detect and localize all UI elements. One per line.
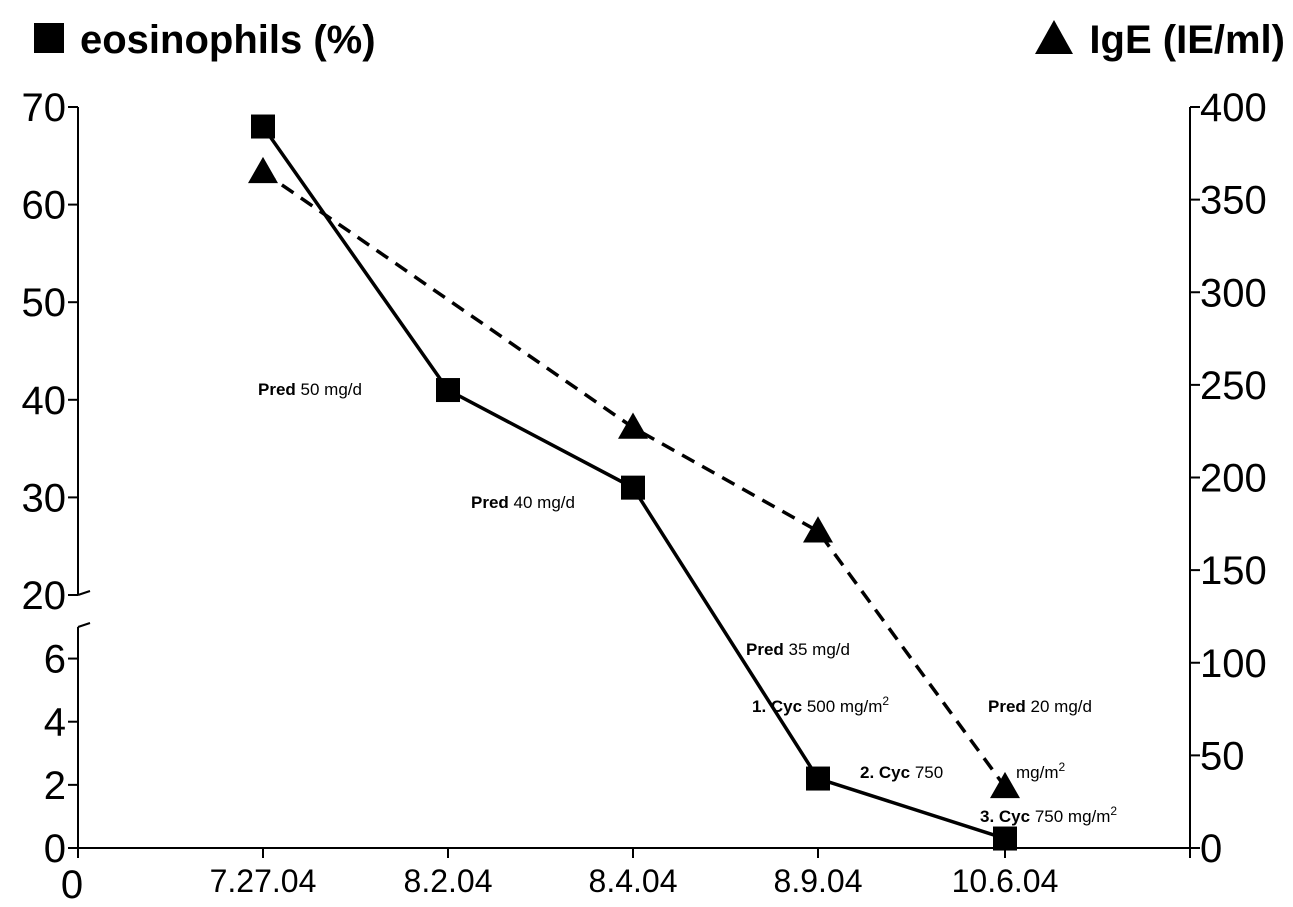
treatment-annotation: 2. Cyc 750 — [860, 763, 943, 782]
right-axis-tick-label: 350 — [1200, 179, 1267, 223]
annotation-drug-label: 3. Cyc — [980, 807, 1030, 826]
right-axis-tick-label: 200 — [1200, 457, 1267, 501]
annotation-drug-label: Pred — [258, 380, 296, 399]
left-axis-break-lower — [77, 622, 91, 628]
treatment-annotation: 3. Cyc 750 mg/m2 — [980, 804, 1117, 826]
annotation-dose-label: 35 mg/d — [784, 640, 850, 659]
annotation-drug-label: Pred — [988, 697, 1026, 716]
annotation-dose-label: 20 mg/d — [1026, 697, 1092, 716]
treatment-annotation: Pred 20 mg/d — [988, 697, 1092, 716]
left-axis-break-upper — [77, 590, 91, 596]
right-axis-tick-label: 50 — [1200, 734, 1245, 778]
ige-series-line — [262, 170, 1007, 788]
annotation-dose-label: 40 mg/d — [509, 493, 575, 512]
eosinophils-point-square — [621, 475, 645, 500]
left-axis-tick-label: 6 — [44, 638, 66, 682]
annotation-drug-label: Pred — [746, 640, 784, 659]
treatment-annotation: 1. Cyc 500 mg/m2 — [752, 694, 889, 716]
right-axis-tick-label: 250 — [1200, 364, 1267, 408]
right-axis-tick-label: 400 — [1200, 86, 1267, 130]
left-axis-tick-label: 4 — [44, 701, 66, 745]
annotation-superscript: 2 — [1110, 804, 1117, 818]
x-axis-tick-label: 8.4.04 — [589, 863, 678, 899]
ige-point-triangle — [803, 516, 833, 543]
triangle-marker-icon — [1035, 20, 1074, 55]
annotation-dose-label: 50 mg/d — [296, 380, 362, 399]
eosinophils-point-square — [806, 766, 830, 791]
treatment-annotation: mg/m2 — [1016, 760, 1066, 782]
right-axis-tick-label: 300 — [1200, 271, 1267, 315]
treatment-annotation: Pred 40 mg/d — [471, 493, 575, 512]
treatment-annotation: Pred 50 mg/d — [258, 380, 362, 399]
annotation-dose-label: 500 mg/m — [802, 697, 882, 716]
annotation-drug-label: 2. Cyc — [860, 763, 910, 782]
treatment-annotation: Pred 35 mg/d — [746, 640, 850, 659]
annotation-drug-label: 1. Cyc — [752, 697, 802, 716]
ige-point-triangle — [248, 156, 278, 184]
annotation-dose-label: mg/m — [1016, 763, 1059, 782]
square-marker-icon — [34, 23, 64, 54]
legend-eosinophils: eosinophils (%) — [34, 18, 376, 63]
eosinophils-point-square — [251, 114, 275, 139]
legend-eosinophils-label: eosinophils (%) — [80, 18, 376, 62]
left-axis-tick-label: 70 — [22, 86, 67, 130]
x-axis-tick-label: 8.2.04 — [404, 863, 493, 899]
legend-ige: IgE (IE/ml) — [1035, 18, 1285, 63]
annotation-drug-label: Pred — [471, 493, 509, 512]
legend-ige-label: IgE (IE/ml) — [1089, 18, 1285, 62]
left-axis-tick-label: 20 — [22, 574, 67, 618]
x-axis-origin-label: 0 — [61, 863, 83, 907]
eosinophils-point-square — [436, 378, 460, 403]
x-axis-tick-label: 10.6.04 — [952, 863, 1059, 899]
left-axis-tick-label: 30 — [22, 476, 67, 520]
right-axis-tick-label: 150 — [1200, 549, 1267, 593]
annotation-superscript: 2 — [882, 694, 889, 708]
left-axis-tick-label: 2 — [44, 764, 66, 808]
left-axis-tick-label: 0 — [44, 827, 66, 871]
right-axis-tick-label: 0 — [1200, 827, 1222, 871]
annotation-dose-label: 750 — [910, 763, 943, 782]
x-axis-tick-label: 7.27.04 — [210, 863, 317, 899]
right-axis-tick-label: 100 — [1200, 642, 1267, 686]
annotation-dose-label: 750 mg/m — [1030, 807, 1110, 826]
annotation-superscript: 2 — [1059, 760, 1066, 774]
left-axis-tick-label: 50 — [22, 281, 67, 325]
x-axis-tick-label: 8.9.04 — [774, 863, 863, 899]
eosinophils-point-square — [993, 826, 1017, 851]
left-axis-tick-label: 40 — [22, 379, 67, 423]
left-axis-tick-label: 60 — [22, 184, 67, 228]
ige-point-triangle — [990, 771, 1020, 799]
ige-point-triangle — [618, 412, 648, 439]
